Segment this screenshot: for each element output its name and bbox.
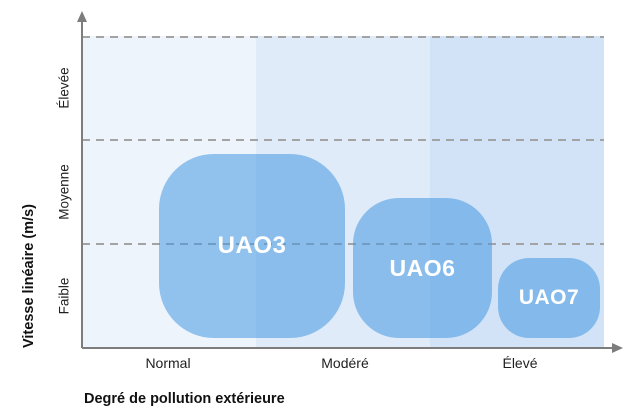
y-tick-faible: Faible [56,277,72,315]
x-axis-line [82,347,613,349]
x-tick-normal: Normal [145,355,191,371]
y-axis-title: Vitesse linéaire (m/s) [21,203,37,349]
y-axis-arrow-icon [76,11,87,22]
x-axis-title: Degré de pollution extérieure [84,391,285,407]
zone-uao6-label: UAO6 [389,254,456,281]
zone-uao7-label: UAO7 [518,286,580,309]
x-tick-modere: Modéré [321,355,369,371]
zone-uao6: UAO6 [353,198,492,338]
zone-uao3: UAO3 [159,154,345,338]
y-tick-elevee: Élevée [56,67,72,109]
zone-uao3-label: UAO3 [217,232,287,259]
x-tick-eleve: Élevé [502,355,538,371]
zone-uao7: UAO7 [498,258,600,338]
gridline-elevee-top [82,36,604,38]
plot-area: UAO3 UAO6 UAO7 [82,36,604,348]
x-axis-arrow-icon [612,342,623,353]
y-axis-line [81,16,83,348]
gridline-moyenne-top [82,139,604,141]
y-tick-moyenne: Moyenne [56,164,72,220]
